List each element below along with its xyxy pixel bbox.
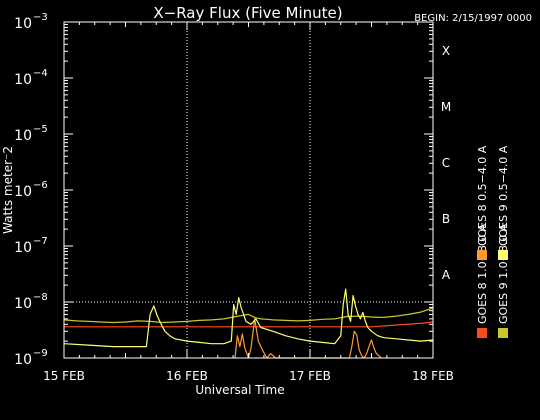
x-tick-label-3: 18 FEB [412, 369, 454, 383]
legend-swatch-1 [477, 250, 487, 260]
x-tick-label-1: 16 FEB [166, 369, 208, 383]
x-tick-label-0: 15 FEB [43, 369, 85, 383]
legend-label-1: GOES 8 0.5−4.0 A [476, 145, 489, 246]
series-line-0 [64, 321, 434, 328]
y-tick-label-base: 10 [14, 128, 32, 144]
y-tick-labels: 10−910−810−710−610−510−410−3 [14, 12, 48, 368]
legend-swatch-2 [498, 328, 508, 338]
series-line-3 [63, 288, 434, 348]
y-tick-label-exponent: −5 [33, 124, 48, 135]
legend-label-0: GOES 8 1.0−8.0 A [476, 223, 489, 324]
legend-label-3: GOES 9 0.5−4.0 A [497, 145, 510, 246]
y-tick-label-base: 10 [14, 352, 32, 368]
y-tick-label-base: 10 [14, 184, 32, 200]
legend-swatch-3 [498, 250, 508, 260]
y-tick-label-base: 10 [14, 296, 32, 312]
y-tick-label-exponent: −8 [33, 292, 48, 303]
x-tick-labels: 15 FEB 16 FEB 17 FEB 18 FEB [43, 369, 454, 383]
flare-class-X: X [442, 44, 450, 58]
y-tick-label-base: 10 [14, 72, 32, 88]
y-tick-label-base: 10 [14, 240, 32, 256]
legend-entry-1: GOES 8 0.5−4.0 A [476, 145, 489, 246]
y-axis-label: Watts meter⁻2 [1, 146, 15, 234]
flare-class-A: A [442, 268, 451, 282]
y-tick-label-base: 10 [14, 16, 32, 32]
y-tick-label-exponent: −7 [33, 236, 48, 247]
y-tick-label-exponent: −3 [33, 12, 48, 23]
begin-label: BEGIN: 2/15/1997 0000 [414, 13, 532, 24]
x-tick-label-2: 17 FEB [289, 369, 331, 383]
flare-class-B: B [442, 212, 450, 226]
flare-class-M: M [441, 100, 451, 114]
flare-class-labels: A B C M X [441, 44, 451, 282]
legend-entry-0: GOES 8 1.0−8.0 A [476, 223, 489, 324]
series-line-2 [63, 307, 434, 324]
legend-entry-2: GOES 9 1.0−8.0 A [497, 223, 510, 324]
y-tick-label-exponent: −6 [33, 180, 48, 191]
axes [63, 21, 434, 359]
legend-swatch-0 [477, 328, 487, 338]
legend-entry-3: GOES 9 0.5−4.0 A [497, 145, 510, 246]
gridlines [64, 22, 433, 358]
x-axis-label: Universal Time [195, 383, 284, 397]
y-tick-label-exponent: −4 [33, 68, 48, 79]
legend-label-2: GOES 9 1.0−8.0 A [497, 223, 510, 324]
y-tick-label-exponent: −9 [33, 348, 48, 359]
chart-title: X−Ray Flux (Five Minute) [153, 4, 342, 22]
flare-class-C: C [442, 156, 450, 170]
